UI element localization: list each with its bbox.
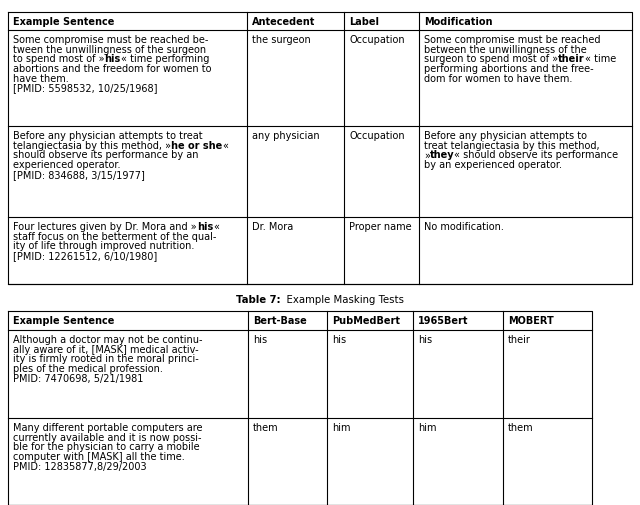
Text: PubMedBert: PubMedBert [332, 316, 400, 326]
Text: them: them [253, 422, 278, 432]
Text: Bert-Base: Bert-Base [253, 316, 307, 326]
Text: his: his [104, 54, 121, 64]
Text: ples of the medical profession.: ples of the medical profession. [13, 363, 163, 373]
Text: ble for the physician to carry a mobile: ble for the physician to carry a mobile [13, 441, 200, 451]
Text: staff focus on the betterment of the qual-: staff focus on the betterment of the qua… [13, 231, 216, 241]
Text: Antecedent: Antecedent [252, 17, 316, 27]
Text: MOBERT: MOBERT [508, 316, 554, 326]
Text: they: they [430, 150, 454, 160]
Text: Before any physician attempts to: Before any physician attempts to [424, 131, 587, 141]
Text: [PMID: 12261512, 6/10/1980]: [PMID: 12261512, 6/10/1980] [13, 250, 157, 261]
Text: treat telangiectasia by this method,: treat telangiectasia by this method, [424, 140, 600, 150]
Text: « time: « time [585, 54, 616, 64]
Text: [PMID: 5598532, 10/25/1968]: [PMID: 5598532, 10/25/1968] [13, 83, 157, 93]
Text: «: « [213, 222, 219, 231]
Text: any physician: any physician [252, 131, 319, 141]
Text: 1965Bert: 1965Bert [418, 316, 468, 326]
Text: Example Sentence: Example Sentence [13, 316, 115, 326]
Text: have them.: have them. [13, 74, 68, 83]
Text: telangiectasia by this method, »: telangiectasia by this method, » [13, 140, 171, 150]
Text: Some compromise must be reached be-: Some compromise must be reached be- [13, 35, 209, 45]
Text: should observe its performance by an: should observe its performance by an [13, 150, 198, 160]
Text: Four lectures given by Dr. Mora and »: Four lectures given by Dr. Mora and » [13, 222, 196, 231]
Text: experienced operator.: experienced operator. [13, 160, 120, 170]
Text: « time performing: « time performing [121, 54, 209, 64]
Text: »: » [424, 150, 430, 160]
Text: his: his [253, 334, 267, 344]
Text: Table 7:: Table 7: [236, 294, 280, 305]
Text: his: his [418, 334, 432, 344]
Text: their: their [558, 54, 585, 64]
Text: Although a doctor may not be continu-: Although a doctor may not be continu- [13, 334, 202, 344]
Text: ity is firmly rooted in the moral princi-: ity is firmly rooted in the moral princi… [13, 354, 199, 364]
Text: Proper name: Proper name [349, 222, 412, 231]
Text: ity of life through improved nutrition.: ity of life through improved nutrition. [13, 241, 195, 251]
Text: to spend most of »: to spend most of » [13, 54, 104, 64]
Text: him: him [332, 422, 351, 432]
Text: surgeon to spend most of »: surgeon to spend most of » [424, 54, 558, 64]
Text: tween the unwillingness of the surgeon: tween the unwillingness of the surgeon [13, 44, 206, 55]
Text: PMID: 7470698, 5/21/1981: PMID: 7470698, 5/21/1981 [13, 373, 143, 383]
Text: his: his [196, 222, 213, 231]
Text: « should observe its performance: « should observe its performance [454, 150, 619, 160]
Text: Dr. Mora: Dr. Mora [252, 222, 293, 231]
Text: their: their [508, 334, 531, 344]
Text: [PMID: 834688, 3/15/1977]: [PMID: 834688, 3/15/1977] [13, 169, 145, 179]
Text: Before any physician attempts to treat: Before any physician attempts to treat [13, 131, 203, 141]
Text: «: « [222, 140, 228, 150]
Text: Occupation: Occupation [349, 131, 404, 141]
Text: him: him [418, 422, 436, 432]
Text: computer with [MASK] all the time.: computer with [MASK] all the time. [13, 451, 185, 461]
Text: performing abortions and the free-: performing abortions and the free- [424, 64, 594, 74]
Text: Occupation: Occupation [349, 35, 404, 45]
Text: abortions and the freedom for women to: abortions and the freedom for women to [13, 64, 211, 74]
Text: Some compromise must be reached: Some compromise must be reached [424, 35, 600, 45]
Text: Many different portable computers are: Many different portable computers are [13, 422, 202, 432]
Text: he or she: he or she [171, 140, 222, 150]
Text: PMID: 12835877,8/29/2003: PMID: 12835877,8/29/2003 [13, 461, 147, 471]
Text: currently available and it is now possi-: currently available and it is now possi- [13, 432, 202, 442]
Text: them: them [508, 422, 534, 432]
Text: Label: Label [349, 17, 379, 27]
Text: between the unwillingness of the: between the unwillingness of the [424, 44, 587, 55]
Text: ally aware of it, [MASK] medical activ-: ally aware of it, [MASK] medical activ- [13, 344, 198, 354]
Text: by an experienced operator.: by an experienced operator. [424, 160, 562, 170]
Text: his: his [332, 334, 346, 344]
Text: Modification: Modification [424, 17, 493, 27]
Text: No modification.: No modification. [424, 222, 504, 231]
Text: dom for women to have them.: dom for women to have them. [424, 74, 572, 83]
Text: Example Sentence: Example Sentence [13, 17, 115, 27]
Text: the surgeon: the surgeon [252, 35, 311, 45]
Text: Example Masking Tests: Example Masking Tests [280, 294, 404, 305]
